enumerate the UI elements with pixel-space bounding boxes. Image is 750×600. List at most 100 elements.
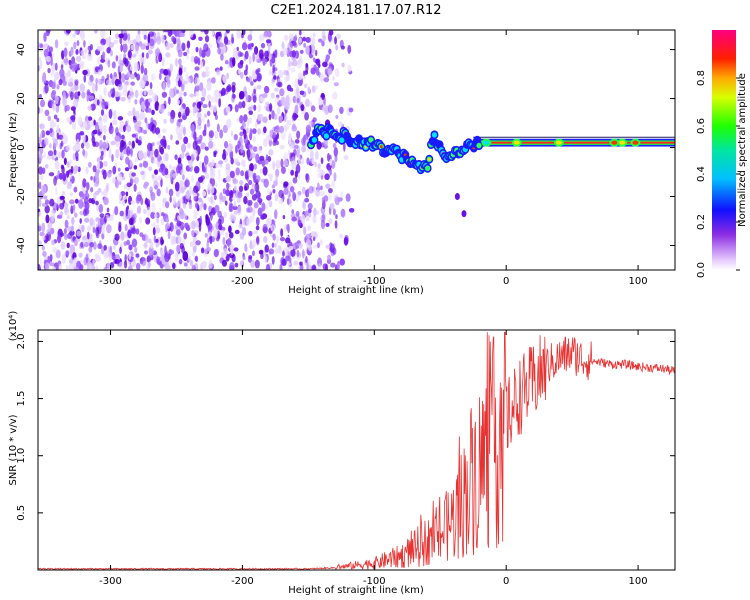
noise-speck	[60, 64, 64, 70]
noise-speck	[274, 96, 280, 103]
noise-speck	[324, 173, 330, 181]
noise-speck	[38, 153, 43, 162]
noise-speck	[206, 81, 212, 91]
noise-speck	[267, 31, 272, 37]
noise-speck	[230, 214, 237, 222]
noise-speck	[108, 42, 115, 48]
noise-speck	[189, 93, 195, 98]
noise-speck	[176, 37, 181, 48]
noise-speck	[186, 40, 191, 49]
noise-speck	[223, 140, 229, 149]
noise-speck	[323, 77, 330, 83]
noise-speck	[44, 83, 49, 94]
noise-speck	[259, 155, 265, 161]
noise-speck	[117, 116, 124, 121]
noise-speck	[194, 255, 198, 262]
noise-speck	[215, 182, 218, 188]
noise-speck	[163, 139, 167, 149]
noise-speck	[253, 230, 259, 235]
noise-speck	[103, 134, 106, 141]
noise-speck	[114, 135, 120, 142]
noise-speck	[62, 96, 67, 107]
noise-speck	[169, 196, 172, 203]
noise-speck	[95, 125, 99, 130]
noise-speck	[297, 190, 302, 196]
noise-speck	[144, 99, 149, 108]
noise-speck	[247, 43, 252, 50]
outlier-blob	[454, 193, 460, 201]
noise-speck	[312, 36, 316, 46]
noise-speck	[59, 142, 63, 150]
noise-speck	[299, 49, 304, 54]
noise-speck	[185, 106, 190, 117]
noise-speck	[305, 98, 310, 108]
noise-speck	[196, 101, 202, 109]
noise-speck	[119, 144, 124, 153]
noise-speck	[78, 191, 84, 198]
noise-speck	[290, 160, 297, 170]
noise-speck	[50, 262, 56, 267]
noise-speck	[192, 149, 198, 159]
noise-speck	[328, 30, 334, 36]
noise-speck	[217, 36, 223, 45]
noise-speck	[257, 104, 262, 112]
noise-speck	[232, 94, 236, 99]
signal-blob-peak	[364, 145, 368, 149]
noise-speck	[193, 56, 199, 64]
noise-speck	[93, 180, 99, 188]
noise-speck	[125, 191, 129, 197]
noise-speck	[44, 199, 50, 205]
noise-speck	[303, 42, 307, 48]
noise-speck	[207, 237, 210, 243]
noise-speck	[112, 165, 117, 175]
noise-speck	[54, 39, 59, 49]
noise-speck	[144, 198, 151, 206]
noise-speck	[297, 219, 302, 227]
noise-speck	[54, 95, 59, 104]
noise-speck	[332, 91, 338, 100]
noise-speck	[262, 226, 268, 234]
noise-speck	[292, 59, 298, 67]
noise-speck	[203, 113, 207, 118]
noise-speck	[178, 180, 184, 186]
noise-speck	[246, 207, 250, 213]
noise-speck	[290, 169, 295, 176]
noise-speck	[270, 92, 275, 99]
noise-speck	[174, 154, 178, 161]
noise-speck	[140, 257, 147, 267]
noise-speck	[314, 49, 318, 57]
noise-speck	[41, 235, 47, 241]
noise-speck	[54, 72, 60, 81]
noise-speck	[208, 130, 214, 138]
noise-speck	[225, 175, 231, 183]
noise-speck	[112, 39, 119, 45]
noise-speck	[175, 228, 181, 236]
noise-speck	[111, 61, 116, 69]
noise-speck	[333, 82, 340, 87]
noise-speck	[222, 152, 227, 160]
noise-speck	[220, 53, 224, 61]
noise-speck	[117, 167, 121, 172]
noise-speck	[52, 247, 58, 254]
noise-speck	[317, 163, 321, 169]
noise-speck	[140, 170, 145, 176]
noise-speck	[223, 211, 228, 219]
noise-speck	[347, 64, 352, 73]
noise-speck	[231, 37, 235, 44]
noise-speck	[318, 38, 323, 43]
noise-speck	[319, 73, 325, 82]
noise-speck	[95, 200, 99, 206]
noise-speck	[279, 88, 285, 97]
noise-speck	[177, 132, 183, 141]
noise-speck	[333, 147, 339, 157]
snr-ylabel: SNR (10 * v/v)	[8, 414, 19, 485]
noise-speck	[62, 134, 68, 145]
noise-speck	[241, 100, 246, 109]
noise-speck	[320, 157, 324, 165]
noise-speck	[66, 78, 71, 84]
noise-speck	[209, 169, 216, 179]
noise-speck	[66, 69, 71, 78]
noise-speck	[74, 80, 79, 86]
noise-speck	[178, 67, 183, 76]
noise-speck	[143, 90, 147, 96]
